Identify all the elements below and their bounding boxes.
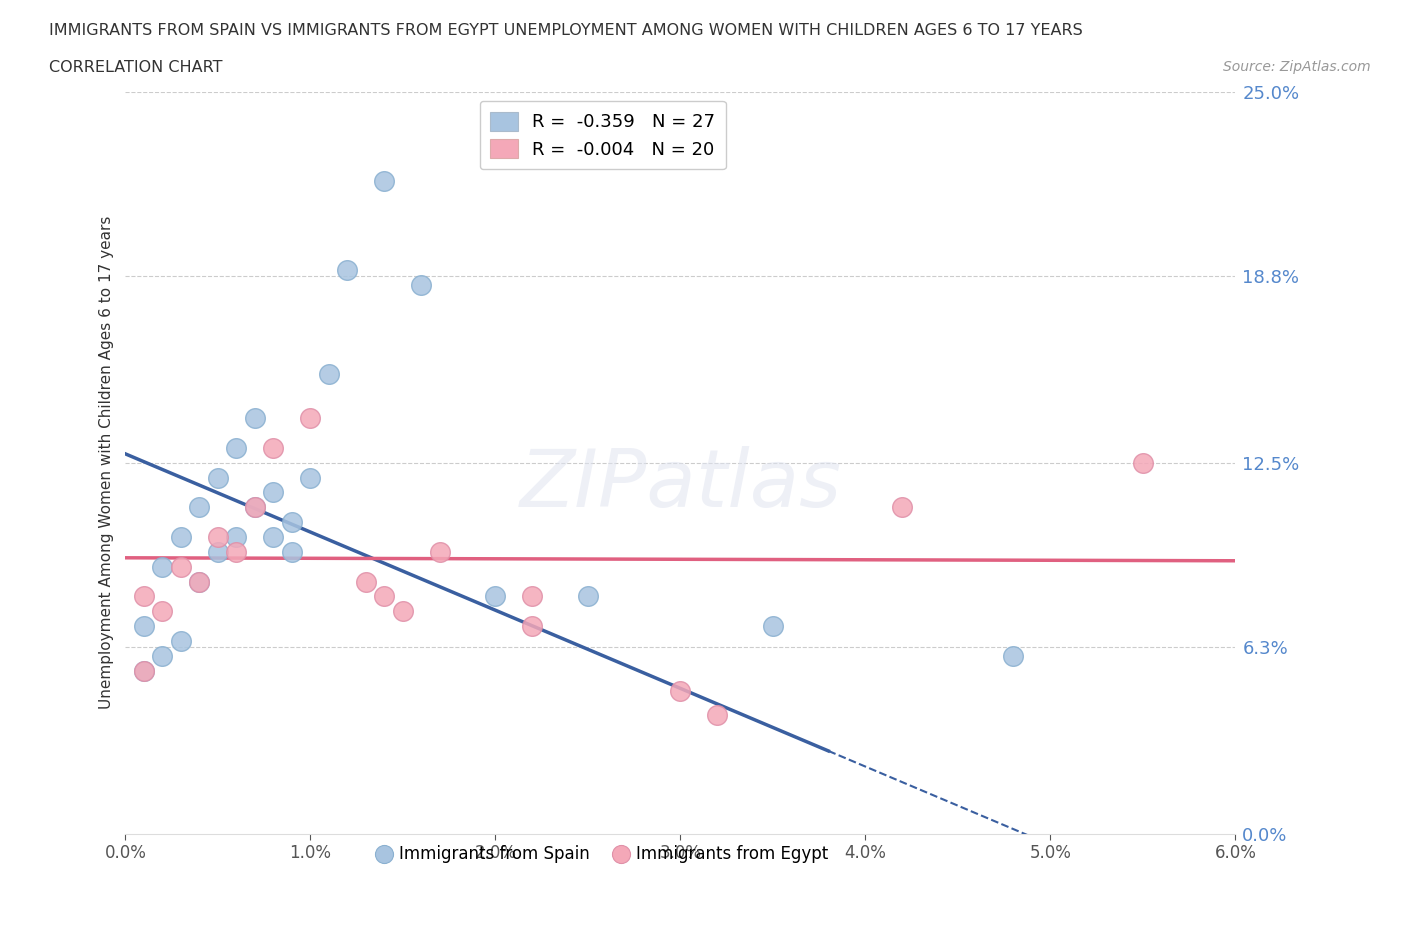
Point — [225, 544, 247, 559]
Point — [522, 589, 544, 604]
Point — [170, 559, 193, 574]
Point — [132, 618, 155, 633]
Point — [188, 574, 211, 589]
Point — [336, 262, 359, 277]
Point — [170, 529, 193, 544]
Point — [188, 500, 211, 515]
Point — [429, 544, 451, 559]
Point — [373, 589, 395, 604]
Text: CORRELATION CHART: CORRELATION CHART — [49, 60, 222, 75]
Point — [299, 471, 322, 485]
Point — [188, 574, 211, 589]
Point — [706, 708, 728, 723]
Point — [225, 441, 247, 456]
Point — [1132, 456, 1154, 471]
Point — [262, 485, 284, 500]
Point — [207, 529, 229, 544]
Text: ZIPatlas: ZIPatlas — [519, 446, 842, 525]
Point — [152, 648, 174, 663]
Y-axis label: Unemployment Among Women with Children Ages 6 to 17 years: Unemployment Among Women with Children A… — [100, 216, 114, 710]
Point — [299, 411, 322, 426]
Point — [225, 529, 247, 544]
Point — [207, 471, 229, 485]
Text: Source: ZipAtlas.com: Source: ZipAtlas.com — [1223, 60, 1371, 74]
Point — [484, 589, 506, 604]
Point — [132, 589, 155, 604]
Point — [576, 589, 599, 604]
Point — [891, 500, 914, 515]
Point — [522, 618, 544, 633]
Point — [207, 544, 229, 559]
Point — [262, 441, 284, 456]
Point — [669, 684, 692, 698]
Point — [132, 663, 155, 678]
Point — [243, 500, 266, 515]
Point — [354, 574, 377, 589]
Point — [132, 663, 155, 678]
Point — [152, 559, 174, 574]
Point — [281, 544, 304, 559]
Point — [373, 173, 395, 188]
Legend: Immigrants from Spain, Immigrants from Egypt: Immigrants from Spain, Immigrants from E… — [370, 839, 835, 870]
Point — [318, 366, 340, 381]
Point — [152, 604, 174, 618]
Point — [411, 277, 433, 292]
Point — [281, 514, 304, 529]
Point — [262, 529, 284, 544]
Point — [243, 411, 266, 426]
Point — [762, 618, 785, 633]
Point — [1002, 648, 1025, 663]
Point — [243, 500, 266, 515]
Point — [170, 633, 193, 648]
Text: IMMIGRANTS FROM SPAIN VS IMMIGRANTS FROM EGYPT UNEMPLOYMENT AMONG WOMEN WITH CHI: IMMIGRANTS FROM SPAIN VS IMMIGRANTS FROM… — [49, 23, 1083, 38]
Point — [392, 604, 415, 618]
